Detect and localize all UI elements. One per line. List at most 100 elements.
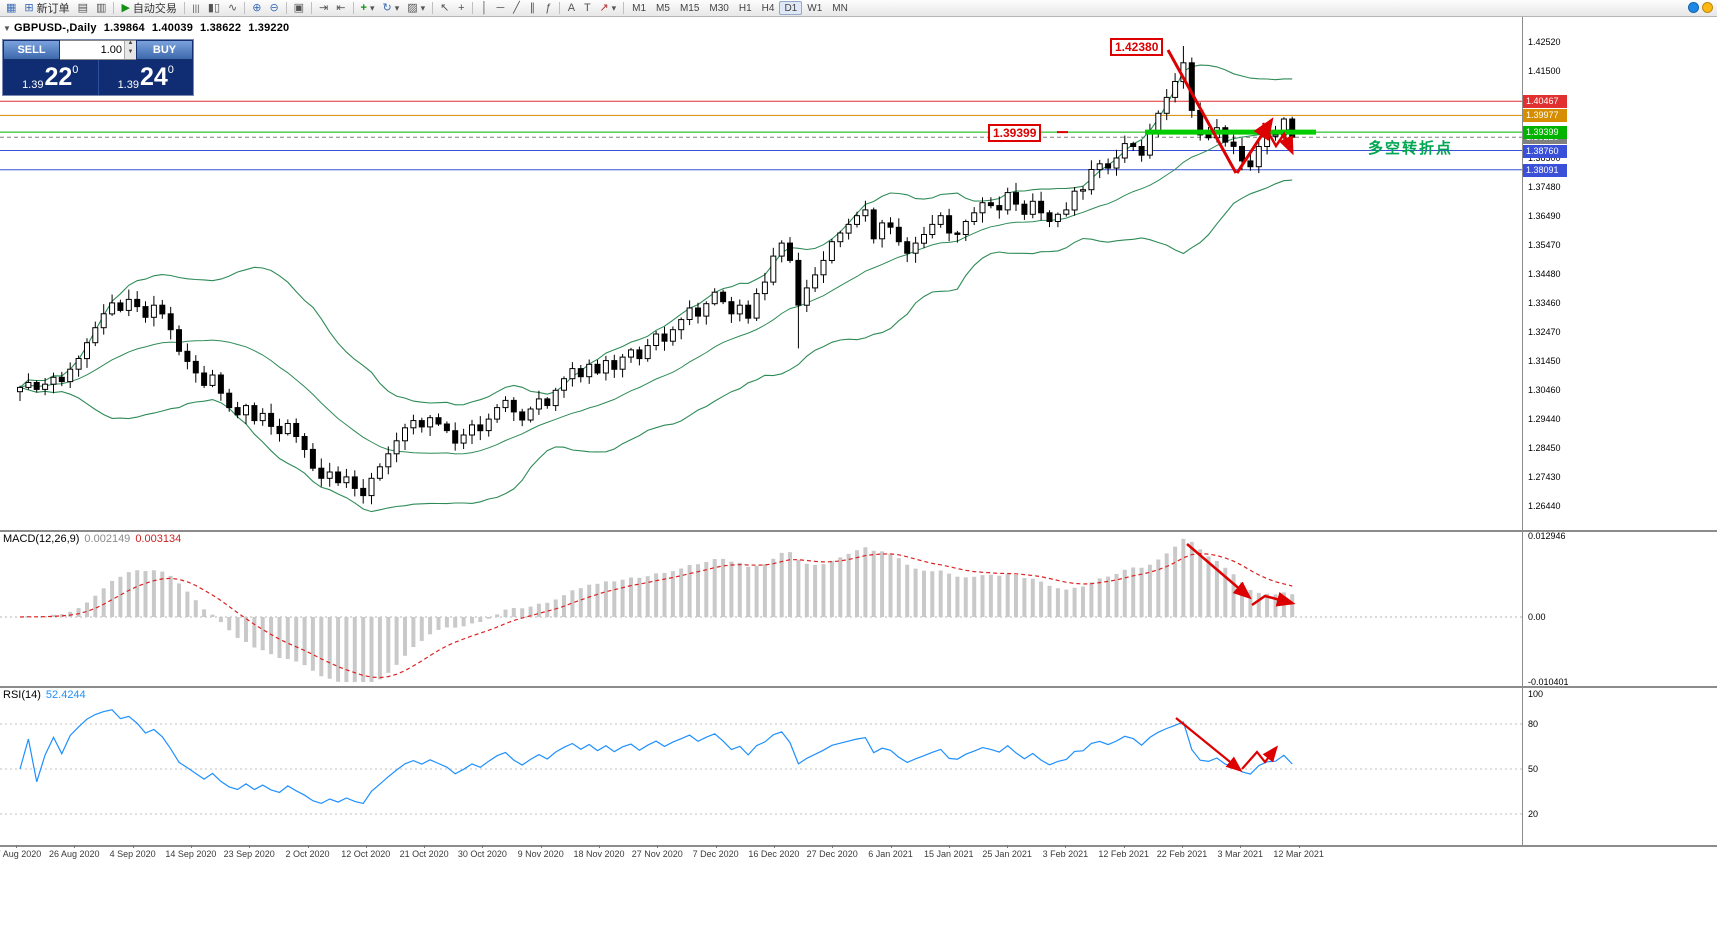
rsi-axis-label: 100 (1528, 689, 1544, 699)
bid-price[interactable]: 1.39 22 0 (3, 60, 98, 95)
zoom-in-button[interactable]: ⊕ (248, 1, 265, 16)
macd-main-value: 0.002149 (84, 533, 131, 545)
chevron-down-icon: ▾ (369, 2, 375, 13)
candle-chart-icon: ▮▯ (207, 1, 221, 14)
timeframe-M30[interactable]: M30 (709, 2, 729, 14)
ask-int: 1.39 (117, 79, 139, 91)
timeframe-W1[interactable]: W1 (807, 2, 823, 14)
price-axis-label: 1.32470 (1528, 327, 1561, 337)
add-indicator-button[interactable]: + ▾ (357, 1, 379, 16)
auto-scroll-icon: ⇥ (319, 1, 329, 14)
sell-button[interactable]: SELL (3, 40, 60, 60)
date-label: 2 Oct 2020 (285, 849, 330, 859)
macd-axis-label: 0.012946 (1528, 531, 1566, 542)
line-chart-button[interactable]: ∿ (224, 1, 241, 16)
price-tag: 1.39399 (1523, 126, 1567, 140)
periods-button[interactable]: ↻ ▾ (378, 1, 403, 16)
chart-shift-button[interactable]: ⇤ (332, 1, 349, 16)
zoom-out-button[interactable]: ⊖ (265, 1, 282, 16)
chart-area[interactable]: ▼ GBPUSD-,Daily 1.39864 1.40039 1.38622 1.39… (0, 17, 1717, 938)
charts-list-icon: ▤ (77, 1, 89, 14)
buy-button[interactable]: BUY (136, 40, 193, 60)
vertical-line-button[interactable]: │ (476, 1, 492, 16)
spinner-down-icon[interactable]: ▼ (125, 49, 136, 59)
date-label: 27 Dec 2020 (806, 849, 858, 859)
horizontal-line-button[interactable]: ─ (492, 1, 508, 16)
profile-button[interactable]: ▥ (92, 1, 110, 16)
crosshair-icon: + (458, 1, 465, 14)
axis-separator (0, 845, 1717, 847)
timeframe-MN[interactable]: MN (832, 2, 848, 14)
timeframe-M1[interactable]: M1 (632, 2, 647, 14)
peak-price-annotation[interactable]: 1.42380 (1110, 38, 1164, 56)
timeframe-M5[interactable]: M5 (656, 2, 670, 14)
date-tick (657, 845, 659, 848)
low-value: 1.38622 (200, 22, 242, 34)
date-label: 3 Feb 2021 (1042, 849, 1089, 859)
timeframe-D1[interactable]: D1 (779, 1, 803, 15)
open-value: 1.39864 (103, 22, 145, 34)
vertical-line-icon: │ (480, 1, 488, 14)
channel-button[interactable]: ∥ (524, 1, 540, 16)
date-tick (1007, 845, 1009, 848)
date-tick (540, 845, 542, 848)
fibonacci-button[interactable]: ƒ (540, 1, 556, 16)
date-label: 26 Aug 2020 (49, 849, 100, 859)
pivot-price-annotation[interactable]: 1.39399 (988, 124, 1042, 142)
rsi-axis-label: 80 (1528, 719, 1539, 729)
label-button[interactable]: T (579, 1, 595, 16)
toolbar-separator (432, 2, 434, 14)
trendline-button[interactable]: ╱ (508, 1, 524, 16)
macd-label: MACD(12,26,9) 0.002149 0.003134 (3, 533, 181, 545)
rsi-panel[interactable] (0, 686, 1522, 845)
date-label: 3 Mar 2021 (1217, 849, 1264, 859)
ask-price[interactable]: 1.39 24 0 (97, 60, 194, 95)
charts-list-button[interactable]: ▤ (74, 1, 92, 16)
date-tick (132, 845, 134, 848)
arrows-button[interactable]: ↗ ▾ (595, 1, 620, 16)
horizontal-line-icon: ─ (496, 1, 505, 14)
main-price-chart[interactable] (0, 17, 1522, 530)
status-icon-yellow[interactable] (1702, 2, 1713, 13)
status-icon-blue[interactable] (1688, 2, 1699, 13)
panel-separator[interactable] (0, 530, 1717, 532)
bar-chart-button[interactable]: ||| (188, 1, 204, 16)
date-tick (599, 845, 600, 848)
date-tick (16, 845, 17, 848)
date-label: 17 Aug 2020 (0, 849, 42, 859)
new-chart-button[interactable]: ▦ (2, 1, 20, 16)
date-label: 25 Jan 2021 (982, 849, 1032, 859)
price-axis-label: 1.26440 (1528, 501, 1561, 511)
panel-separator[interactable] (0, 686, 1717, 688)
cursor-button[interactable]: ↖ (436, 1, 453, 16)
bid-pip: 0 (72, 64, 79, 76)
plus-icon: + (360, 1, 367, 14)
price-tag: 1.39977 (1523, 109, 1567, 123)
crosshair-button[interactable]: + (453, 1, 469, 16)
chevron-down-icon: ▾ (611, 2, 617, 13)
autotrade-button[interactable]: ▶ 自动交易 (117, 1, 180, 16)
price-tag: 1.38091 (1523, 163, 1567, 177)
candle-chart-button[interactable]: ▮▯ (204, 1, 224, 16)
chart-window-icon: ▦ (6, 1, 17, 14)
spinner-up-icon[interactable]: ▲ (125, 40, 136, 50)
collapse-panel-icon[interactable]: ▼ (3, 24, 11, 33)
toolbar-separator (311, 2, 313, 14)
tile-windows-button[interactable]: ▣ (290, 1, 308, 16)
pivot-note-text[interactable]: 多空转折点 (1368, 140, 1454, 157)
text-button[interactable]: A (563, 1, 579, 16)
new-order-button[interactable]: ⊞ 新订单 (20, 1, 73, 16)
clock-icon: ↻ (382, 1, 392, 14)
new-order-label: 新订单 (36, 3, 70, 15)
volume-field[interactable]: 1.00 ▲ ▼ (60, 40, 136, 60)
high-value: 1.40039 (151, 22, 194, 34)
macd-panel[interactable] (0, 530, 1522, 686)
volume-spinner[interactable]: ▲ ▼ (124, 40, 136, 59)
templates-button[interactable]: ▨ ▾ (403, 1, 429, 16)
price-scale-separator[interactable] (1522, 17, 1523, 845)
timeframe-M15[interactable]: M15 (679, 2, 700, 14)
timeframe-H4[interactable]: H4 (761, 2, 775, 14)
timeframe-H1[interactable]: H1 (738, 2, 752, 14)
auto-scroll-button[interactable]: ⇥ (315, 1, 332, 16)
one-click-trading-panel: SELL 1.00 ▲ ▼ BUY 1.39 22 0 1.39 24 0 (2, 39, 194, 96)
